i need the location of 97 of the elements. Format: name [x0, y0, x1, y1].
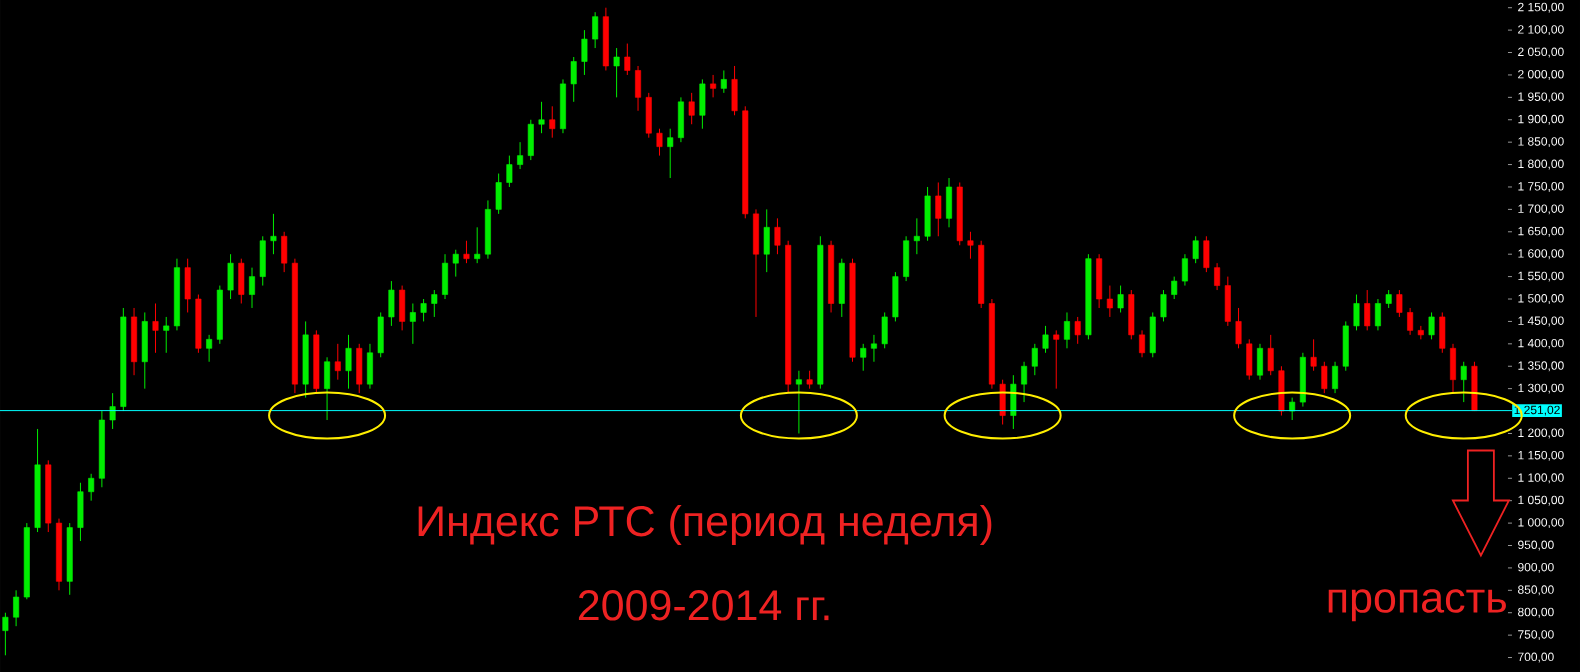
- candlestick: [1235, 307, 1242, 349]
- candlestick: [774, 217, 781, 255]
- y-tick-label: 1 750,00: [1518, 182, 1564, 192]
- candlestick: [1053, 329, 1060, 390]
- y-tick-label: 1 600,00: [1518, 249, 1564, 260]
- y-tick-label: 1 350,00: [1518, 361, 1564, 372]
- candlestick: [1407, 307, 1414, 336]
- candlestick: [1396, 289, 1403, 318]
- y-tick-label: 1 650,00: [1518, 226, 1564, 237]
- y-tick-label: 1 000,00: [1518, 518, 1564, 529]
- candlestick: [1267, 334, 1274, 376]
- annotation: пропасть: [1328, 589, 1506, 622]
- candlestick: [409, 303, 416, 345]
- candlestick: [163, 316, 170, 354]
- candlestick: [795, 370, 802, 434]
- y-tick-label: 2 150,00: [1518, 2, 1564, 13]
- annotation: 2009-2014 гг.: [578, 590, 829, 621]
- y-tick-label: 2 050,00: [1518, 47, 1564, 58]
- candlestick: [1074, 316, 1081, 345]
- candlestick: [152, 303, 159, 354]
- candlestick: [688, 92, 695, 125]
- y-tick-label: 1 500,00: [1518, 294, 1564, 304]
- candlestick: [334, 343, 341, 381]
- y-tick-label: 1 950,00: [1518, 92, 1564, 103]
- candlestick: [1117, 285, 1124, 313]
- candlestick: [452, 249, 459, 278]
- candlestick: [206, 334, 213, 363]
- y-tick-label: 1 850,00: [1518, 137, 1564, 148]
- candlestick: [1321, 361, 1328, 394]
- candlestick: [1106, 285, 1113, 318]
- y-tick-label: 1 700,00: [1518, 204, 1564, 215]
- y-tick-label: 1 100,00: [1518, 473, 1564, 484]
- candlestick: [935, 182, 942, 237]
- candlestick: [1031, 343, 1038, 376]
- y-tick-label: 1 900,00: [1518, 114, 1564, 125]
- candlestick: [345, 334, 352, 390]
- candlestick: [506, 155, 513, 188]
- candlestick: [1214, 262, 1221, 291]
- candlestick: [463, 240, 470, 264]
- candlestick: [667, 128, 674, 179]
- y-tick-label: 2 100,00: [1518, 25, 1564, 36]
- candlestick: [1042, 325, 1049, 354]
- candlestick: [549, 105, 556, 139]
- candlestick: [538, 101, 545, 134]
- candlestick: [420, 298, 427, 322]
- candlestick: [1063, 311, 1070, 349]
- candlestick: [1160, 289, 1167, 322]
- candlestick: [624, 43, 631, 76]
- y-tick-label: 1 300,00: [1518, 383, 1564, 394]
- candlestick: [1374, 298, 1381, 331]
- y-tick-label: 1 550,00: [1518, 271, 1564, 282]
- candlestick: [1310, 338, 1317, 372]
- candlestick: [2, 612, 9, 656]
- y-tick-label: 1 200,00: [1518, 428, 1564, 439]
- y-tick-label: 900,00: [1518, 562, 1554, 573]
- y-tick-label: 1 400,00: [1518, 338, 1564, 349]
- candlestick: [270, 213, 277, 255]
- candlestick: [720, 69, 727, 94]
- y-tick-label: 850,00: [1518, 585, 1554, 596]
- candlestick: [474, 226, 481, 264]
- candlestick: [592, 11, 599, 49]
- candlestick: [1181, 253, 1188, 287]
- candlestick: [1364, 289, 1371, 331]
- y-tick-label: 750,00: [1518, 630, 1554, 641]
- candlestick: [870, 334, 877, 363]
- candlestick: [570, 56, 577, 103]
- candlestick: [913, 217, 920, 255]
- y-tick-label: 1 150,00: [1518, 450, 1564, 461]
- candlestick: [109, 392, 116, 430]
- y-tick-label: 700,00: [1518, 652, 1554, 663]
- candlestick: [88, 473, 95, 502]
- candlestick: [1332, 361, 1339, 394]
- y-tick-label: 1 450,00: [1518, 316, 1564, 327]
- y-tick-label: 950,00: [1518, 540, 1554, 551]
- annotation: Индекс РТС (период неделя): [418, 504, 992, 545]
- candlestick: [249, 267, 255, 309]
- candlestick: [1353, 294, 1360, 331]
- candlestick: [13, 589, 20, 627]
- candlestick: [967, 231, 974, 260]
- candlestick: [431, 289, 438, 318]
- y-tick-label: 1 050,00: [1518, 495, 1564, 506]
- y-tick-label: 2 000,00: [1518, 69, 1564, 80]
- y-tick-label: 1 800,00: [1518, 159, 1564, 170]
- candlestick: [1139, 329, 1146, 358]
- candlestick: [860, 343, 867, 372]
- candlestick: [581, 29, 588, 76]
- candlestick: [656, 128, 663, 157]
- candlestick: [613, 47, 620, 98]
- candlestick: [517, 141, 524, 170]
- candlestick: [1460, 361, 1467, 403]
- candlestick: [710, 74, 717, 98]
- candlestick: [1289, 397, 1296, 421]
- y-tick-label: 800,00: [1518, 607, 1554, 618]
- candlestick: [1428, 311, 1435, 340]
- candlestick: [1171, 276, 1178, 300]
- candlestick: [1021, 361, 1028, 403]
- candlestick: [1192, 235, 1199, 264]
